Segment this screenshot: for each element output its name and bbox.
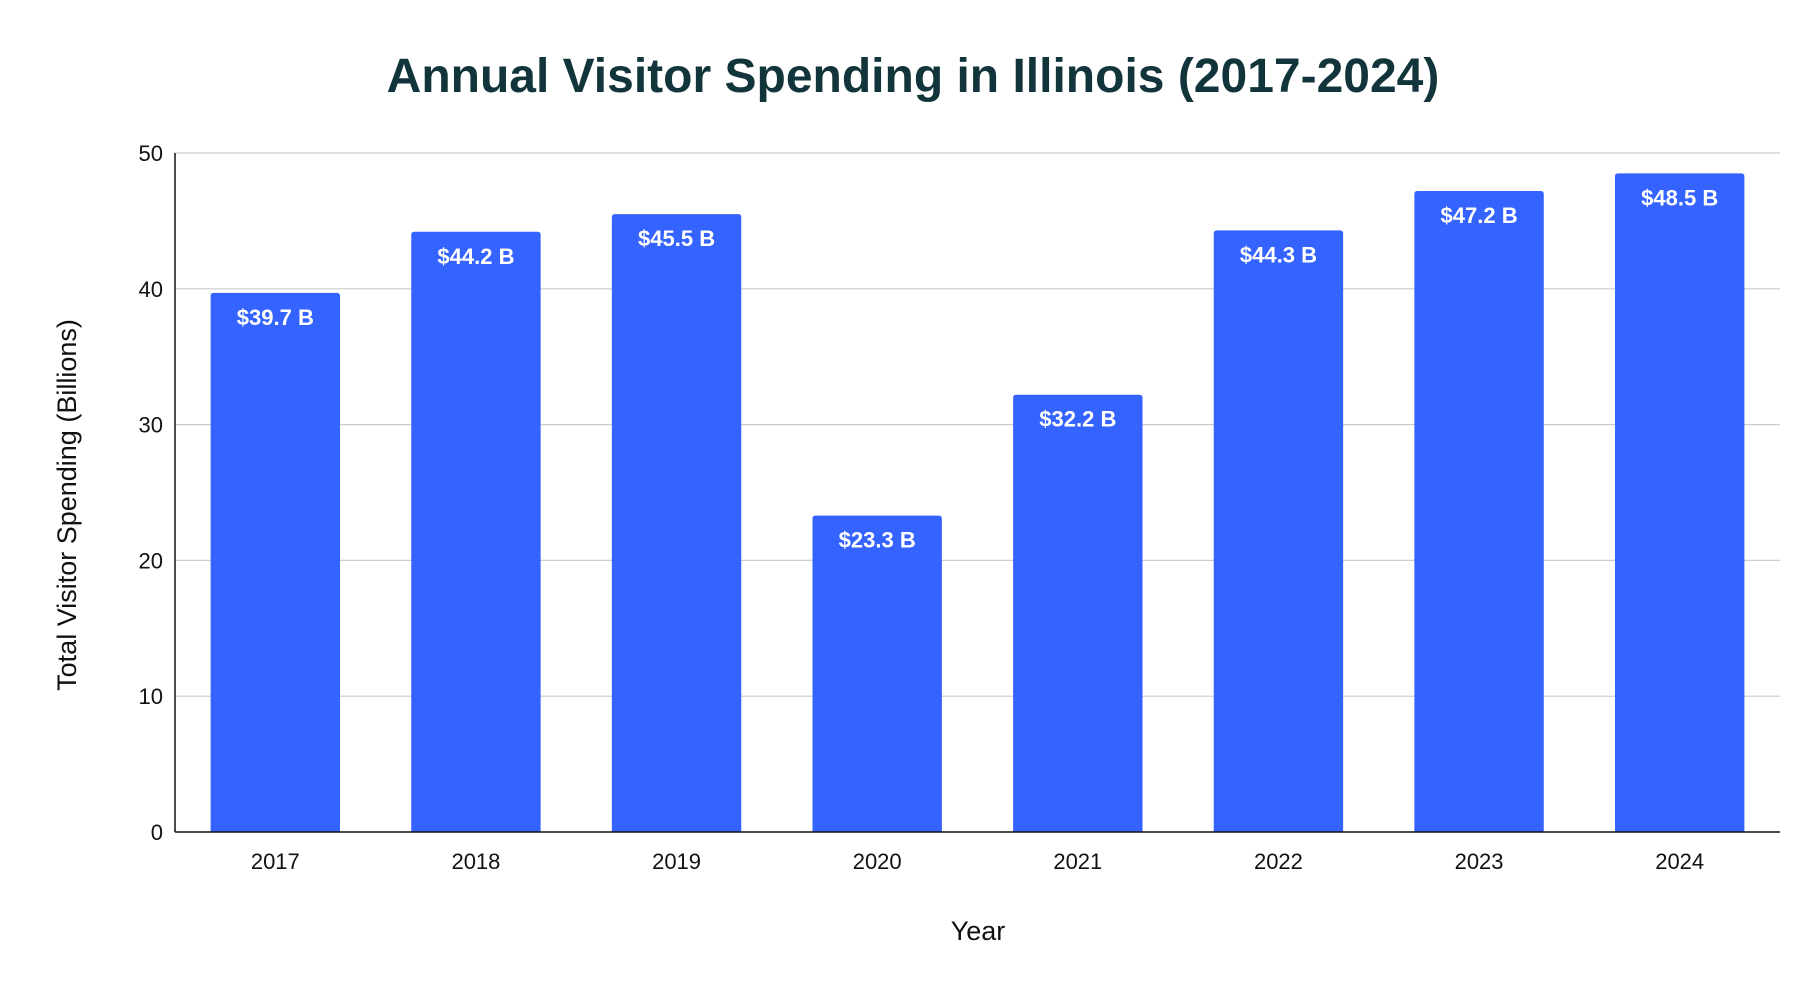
y-tick-label: 20 bbox=[139, 548, 163, 573]
bar-2021 bbox=[1013, 394, 1143, 832]
bar-2017 bbox=[210, 292, 341, 832]
bar-2020 bbox=[812, 515, 942, 832]
x-tick-label-2023: 2023 bbox=[1455, 849, 1504, 874]
data-label-2021: $32.2 B bbox=[1039, 407, 1116, 432]
y-tick-label: 50 bbox=[139, 141, 163, 166]
bar-2024 bbox=[1614, 173, 1745, 832]
y-tick-label: 30 bbox=[139, 413, 163, 438]
x-tick-label-2024: 2024 bbox=[1655, 849, 1704, 874]
bar-2023 bbox=[1414, 191, 1544, 833]
bar-2018 bbox=[411, 231, 541, 832]
y-axis-ticks: 0 10 20 30 40 50 bbox=[139, 141, 163, 845]
bar-2022 bbox=[1213, 230, 1344, 832]
x-tick-label-2018: 2018 bbox=[451, 849, 500, 874]
data-label-2024: $48.5 B bbox=[1641, 185, 1718, 210]
bars bbox=[210, 173, 1745, 833]
data-label-2022: $44.3 B bbox=[1240, 242, 1317, 267]
x-axis-title: Year bbox=[951, 916, 1006, 946]
x-tick-label-2019: 2019 bbox=[652, 849, 701, 874]
x-tick-label-2020: 2020 bbox=[853, 849, 902, 874]
bar-2019 bbox=[611, 214, 742, 833]
y-axis-title: Total Visitor Spending (Billions) bbox=[52, 319, 82, 691]
y-tick-label: 0 bbox=[151, 820, 163, 845]
data-label-2018: $44.2 B bbox=[437, 244, 514, 269]
data-label-2017: $39.7 B bbox=[237, 305, 314, 330]
y-tick-label: 10 bbox=[139, 684, 163, 709]
data-label-2020: $23.3 B bbox=[839, 528, 916, 553]
x-tick-label-2017: 2017 bbox=[251, 849, 300, 874]
data-label-2019: $45.5 B bbox=[638, 226, 715, 251]
chart-title: Annual Visitor Spending in Illinois (201… bbox=[387, 50, 1440, 103]
y-tick-label: 40 bbox=[139, 277, 163, 302]
x-tick-label-2022: 2022 bbox=[1254, 849, 1303, 874]
data-label-2023: $47.2 B bbox=[1441, 203, 1518, 228]
x-axis-ticks: 2017 2018 2019 2020 2021 2022 2023 2024 bbox=[251, 849, 1704, 874]
x-tick-label-2021: 2021 bbox=[1053, 849, 1102, 874]
data-labels: $39.7 B $44.2 B $45.5 B $23.3 B $32.2 B $44.3… bbox=[237, 185, 1718, 552]
